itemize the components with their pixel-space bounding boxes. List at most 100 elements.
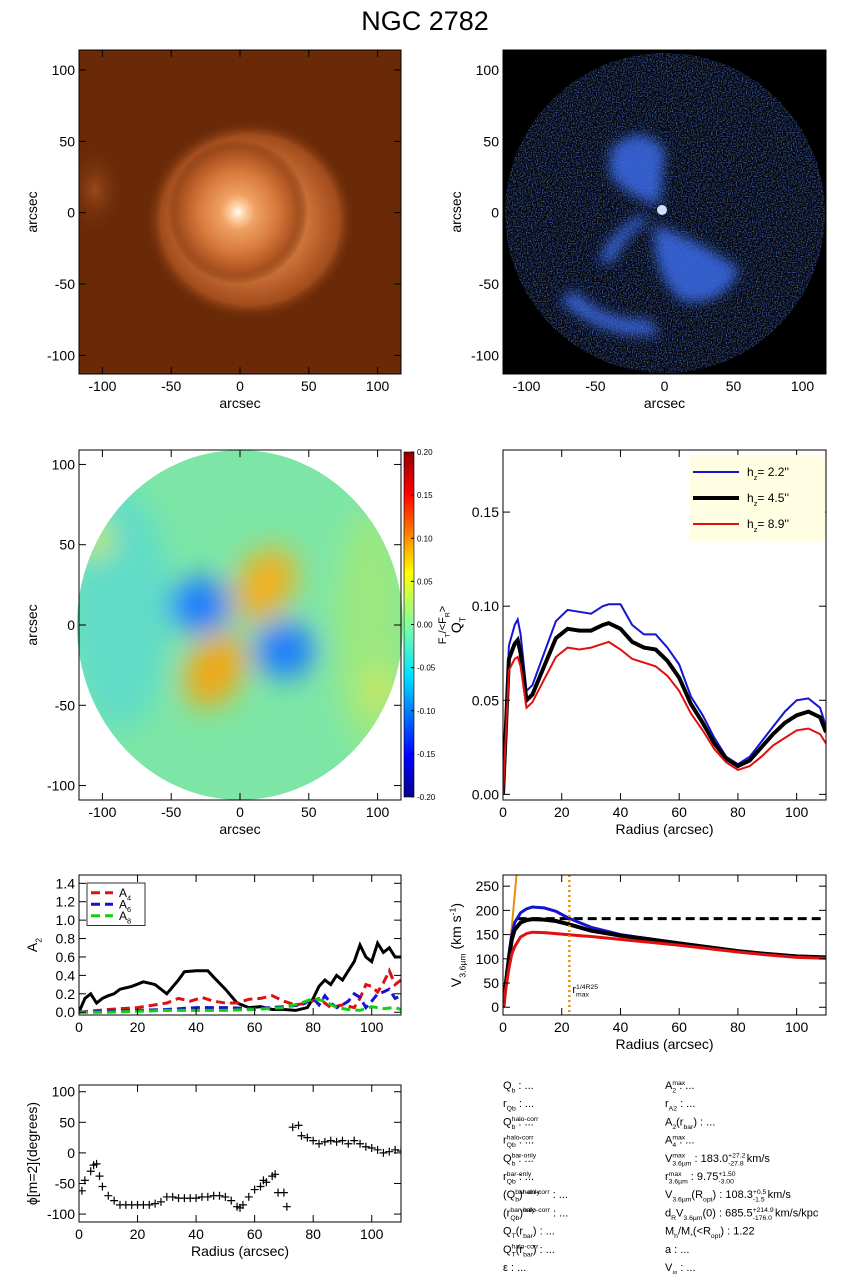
parameter-line-part: max	[672, 1080, 685, 1087]
y-axis-label-part: Q	[448, 622, 464, 633]
legend-label-part: 4	[127, 894, 131, 903]
parameter-line-part: +214.9	[753, 1207, 774, 1214]
y-tick-label: 0	[67, 205, 75, 221]
x-tick-label: 100	[366, 804, 390, 820]
y-tick-label: 0	[67, 1145, 75, 1161]
x-tick-label: 20	[554, 1019, 570, 1035]
y-axis-label-part: V	[448, 977, 464, 987]
series-line	[79, 987, 401, 1014]
colorbar-label-part: R	[445, 612, 452, 617]
scatter-point	[303, 1133, 312, 1142]
y-tick-label: 100	[52, 1084, 76, 1100]
y-tick-label: 100	[52, 456, 76, 472]
y-tick-label: 50	[59, 537, 75, 553]
parameter-line-part: (Q	[503, 1189, 516, 1201]
y-tick-label: 0.2	[56, 986, 76, 1002]
parameter-line-part: ∞	[672, 1270, 677, 1275]
y-tick-label: -50	[55, 1175, 75, 1191]
y-tick-label: 50	[483, 975, 499, 991]
parameter-line-part: : ...	[677, 1262, 695, 1274]
parameter-line-part: 3.6µm	[672, 1160, 691, 1167]
legend-label-part: h	[747, 465, 754, 479]
parameter-line-part: halo-corr	[523, 1207, 551, 1214]
parameter-line: V∞ : ...	[665, 1262, 696, 1275]
parameter-line-part: +0.5	[753, 1189, 767, 1196]
parameter-line: rhalo-corr Qb : ...	[503, 1134, 534, 1149]
scatter-point	[397, 1147, 401, 1156]
parameter-line-part: (r	[516, 1244, 524, 1256]
x-tick-label: 50	[301, 804, 317, 820]
scatter-point	[385, 1147, 394, 1156]
y-axis-label-part: -1	[448, 907, 458, 915]
scatter-point	[98, 1182, 107, 1191]
colorbar-tick-label: -0.20	[417, 793, 436, 802]
parameter-line-part: r	[665, 1171, 669, 1183]
scatter-point	[92, 1159, 101, 1168]
parameter-line-part: r	[503, 1098, 507, 1110]
parameter-line-part: ) : ...	[693, 1116, 715, 1128]
colorbar-label-part: T	[445, 633, 452, 637]
parameter-line-part: /M	[678, 1226, 690, 1238]
parameter-line: Amax 4 : ...	[665, 1134, 694, 1149]
legend-label-part: = 8.9''	[757, 517, 789, 531]
y-tick-label: 1.4	[56, 875, 76, 891]
x-tick-label: 50	[301, 378, 317, 394]
legend-label-part: z	[754, 473, 758, 482]
y-tick-label: 0	[491, 999, 499, 1015]
scatter-point	[238, 1200, 247, 1209]
y-axis-label-part: 3.6µm	[457, 953, 467, 977]
parameter-line-part: b	[512, 1160, 516, 1167]
parameter-line-part: : ...	[515, 1080, 533, 1092]
y-tick-label: 0.10	[472, 598, 499, 614]
parameter-line-part: b	[515, 1197, 519, 1204]
scatter-point	[344, 1139, 353, 1148]
reference-label-part: r	[572, 984, 576, 996]
x-tick-label: 100	[360, 1226, 384, 1242]
parameter-line: Qhalo-corr T(rbar) : ...	[503, 1244, 555, 1259]
series-line	[503, 640, 826, 795]
parameter-line-part: km/s	[744, 1153, 771, 1165]
parameter-line-part: Qb	[507, 1106, 516, 1113]
residual-map	[77, 450, 403, 800]
x-tick-label: 0	[661, 378, 669, 394]
scatter-point	[279, 1188, 288, 1197]
parameter-line-part: max	[669, 1171, 682, 1178]
legend-label-part: 8	[127, 917, 131, 926]
plot-frame	[502, 449, 827, 801]
parameter-line: Qbar-only b : ...	[503, 1153, 537, 1168]
parameter-line-part: V	[676, 1207, 684, 1219]
parameter-line: QT(rbar) : ...	[503, 1226, 555, 1241]
scatter-point	[309, 1136, 318, 1145]
parameter-line-part: opt	[711, 1233, 721, 1240]
parameter-line-part: halo-corr	[523, 1189, 551, 1196]
x-tick-label: 20	[130, 1226, 146, 1242]
y-tick-label: 0.05	[472, 692, 499, 708]
x-axis-label: Radius (arcsec)	[615, 821, 713, 837]
parameter-line-part: (r	[516, 1226, 524, 1238]
parameter-line-part: : ...	[515, 1116, 533, 1128]
y-tick-label: -50	[479, 276, 499, 292]
colorbar-label-part: >	[437, 606, 449, 612]
parameter-line-part: bar-only	[507, 1171, 532, 1178]
x-tick-label: -50	[161, 378, 181, 394]
parameter-line: Qhalo-corr b : ...	[503, 1116, 539, 1131]
parameter-line-part: Q	[503, 1226, 512, 1238]
y-tick-label: 100	[476, 951, 500, 967]
y-tick-label: 1.0	[56, 912, 76, 928]
y-tick-label: 0.6	[56, 949, 76, 965]
x-tick-label: 40	[613, 1019, 629, 1035]
scatter-point	[192, 1194, 201, 1203]
legend-label-part: A	[119, 909, 127, 923]
parameter-line-part: : ...	[550, 1189, 568, 1201]
scatter-point	[256, 1182, 265, 1191]
y-tick-label: 150	[476, 927, 500, 943]
plot-area	[503, 603, 826, 795]
parameter-line-part: Qb	[510, 1215, 519, 1222]
scatter-point	[326, 1136, 335, 1145]
parameter-line: A2(rbar) : ...	[665, 1116, 715, 1131]
parameter-line-part: M	[665, 1226, 674, 1238]
parameter-line-part: ) : ...	[533, 1244, 555, 1256]
x-tick-label: -50	[585, 378, 605, 394]
scatter-point	[168, 1192, 177, 1201]
y-tick-label: 200	[476, 902, 500, 918]
